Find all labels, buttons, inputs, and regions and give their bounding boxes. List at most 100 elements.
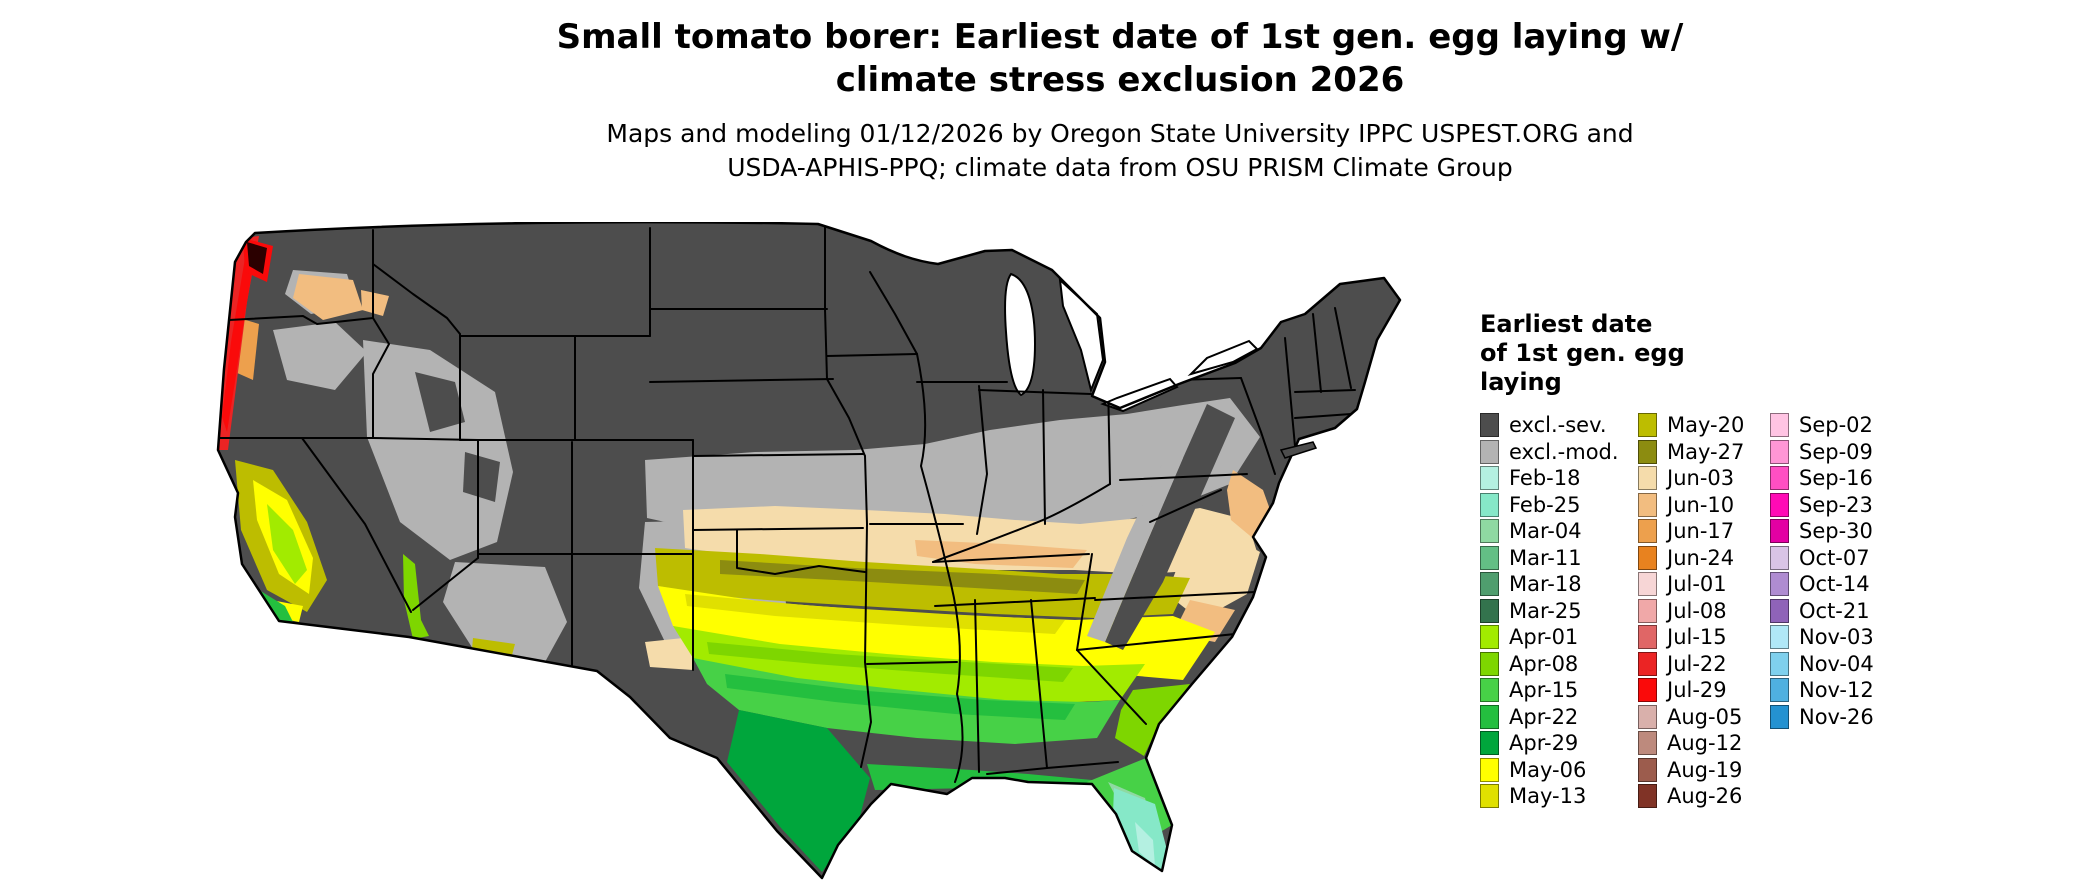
legend-swatch [1638,678,1657,703]
region-dark-puget-sound [247,242,267,274]
legend-label: Nov-12 [1799,678,1874,703]
legend-label: Feb-25 [1509,492,1581,517]
legend-label: Oct-07 [1799,545,1870,570]
legend-swatch [1480,492,1499,517]
map-legend: Earliest date of 1st gen. egg laying exc… [1480,310,2080,810]
legend-swatch [1480,413,1499,438]
legend-entry: Jul-01 [1638,571,1770,598]
legend-label: Jun-03 [1667,466,1735,491]
legend-swatch [1770,439,1789,464]
legend-swatch [1770,519,1789,544]
legend-label: Sep-16 [1799,466,1873,491]
legend-swatch [1480,784,1499,809]
legend-label: Apr-29 [1509,731,1579,756]
region-jun10-idaho-sliver [361,290,389,316]
legend-label: Jul-08 [1667,598,1727,623]
legend-entry: May-20 [1638,412,1770,439]
legend-swatch [1480,731,1499,756]
legend-swatch [1770,492,1789,517]
legend-label: excl.-mod. [1509,439,1619,464]
legend-label: Mar-04 [1509,519,1582,544]
legend-swatch [1638,598,1657,623]
legend-entry: Sep-23 [1770,492,1874,519]
region-jun10-columbia-basin [293,274,363,320]
legend-swatch [1770,572,1789,597]
legend-swatch [1480,519,1499,544]
legend-swatch [1770,598,1789,623]
legend-entry: Jul-29 [1638,677,1770,704]
legend-label: Aug-05 [1667,704,1743,729]
legend-swatch [1480,678,1499,703]
lake-erie [1100,377,1179,413]
legend-swatch [1770,413,1789,438]
region-may13-strip [685,594,1065,634]
legend-label: Aug-26 [1667,784,1743,809]
legend-entry: Jul-15 [1638,624,1770,651]
legend-label: Sep-23 [1799,492,1873,517]
legend-entry: Jul-08 [1638,598,1770,625]
legend-label: Apr-15 [1509,678,1579,703]
legend-label: Oct-21 [1799,598,1870,623]
legend-entry: May-06 [1480,757,1638,784]
legend-label: Jul-22 [1667,651,1727,676]
legend-entry: Apr-08 [1480,651,1638,678]
region-may27-strip [720,560,1085,594]
region-apr08-ga-sc-coast [1115,684,1190,756]
region-jun03-se-nm [645,637,693,670]
region-apr08-strip [707,642,1073,682]
legend-swatch [1638,757,1657,782]
legend-swatch [1638,651,1657,676]
legend-column-2: May-20 May-27 Jun-03 Jun-10 Jun-17 Jun-24 Jul-… [1638,412,1770,810]
legend-label: Mar-11 [1509,545,1582,570]
legend-swatch [1770,651,1789,676]
legend-swatch [1480,545,1499,570]
legend-label: Aug-12 [1667,731,1743,756]
legend-column-3: Sep-02 Sep-09 Sep-16 Sep-23 Sep-30 Oct-07 Oct-… [1770,412,1874,810]
region-excl-sev-nv-patch1 [415,372,465,432]
legend-label: Nov-26 [1799,704,1874,729]
legend-swatch [1638,413,1657,438]
legend-entry: Mar-25 [1480,598,1638,625]
legend-swatch [1638,784,1657,809]
legend-swatch [1638,731,1657,756]
legend-swatch [1480,651,1499,676]
legend-entry: Sep-09 [1770,439,1874,466]
legend-swatch [1480,572,1499,597]
legend-entry: Jun-17 [1638,518,1770,545]
legend-entry: Apr-15 [1480,677,1638,704]
legend-entry: Aug-12 [1638,730,1770,757]
legend-entry: Mar-18 [1480,571,1638,598]
legend-entry: Jun-24 [1638,545,1770,572]
legend-label: Mar-25 [1509,598,1582,623]
legend-entry: May-27 [1638,439,1770,466]
legend-label: Jul-15 [1667,625,1727,650]
legend-swatch [1638,439,1657,464]
legend-label: Apr-01 [1509,625,1579,650]
legend-entry: Apr-29 [1480,730,1638,757]
legend-entry: Sep-16 [1770,465,1874,492]
legend-label: Aug-19 [1667,757,1743,782]
legend-swatch [1638,545,1657,570]
legend-label: Jun-10 [1667,492,1735,517]
legend-label: Apr-08 [1509,651,1579,676]
legend-swatch [1638,572,1657,597]
legend-entry: Feb-18 [1480,465,1638,492]
great-lakes [1004,272,1259,413]
legend-swatch [1480,757,1499,782]
legend-entry: Sep-30 [1770,518,1874,545]
legend-entry: Jun-03 [1638,465,1770,492]
map-title-line2: climate stress exclusion 2026 [835,60,1405,100]
legend-label: Sep-09 [1799,439,1873,464]
region-apr29-south-texas [727,710,870,872]
legend-label: Oct-14 [1799,572,1870,597]
legend-label: Jun-24 [1667,545,1735,570]
region-apr08-colorado-river [403,554,429,639]
legend-entry: Jul-22 [1638,651,1770,678]
legend-label: Mar-18 [1509,572,1582,597]
legend-swatch [1638,625,1657,650]
legend-entry: Nov-12 [1770,677,1874,704]
legend-title-line1: Earliest date [1480,310,1653,338]
legend-swatch [1480,598,1499,623]
legend-label: Sep-30 [1799,519,1873,544]
legend-swatch [1638,704,1657,729]
